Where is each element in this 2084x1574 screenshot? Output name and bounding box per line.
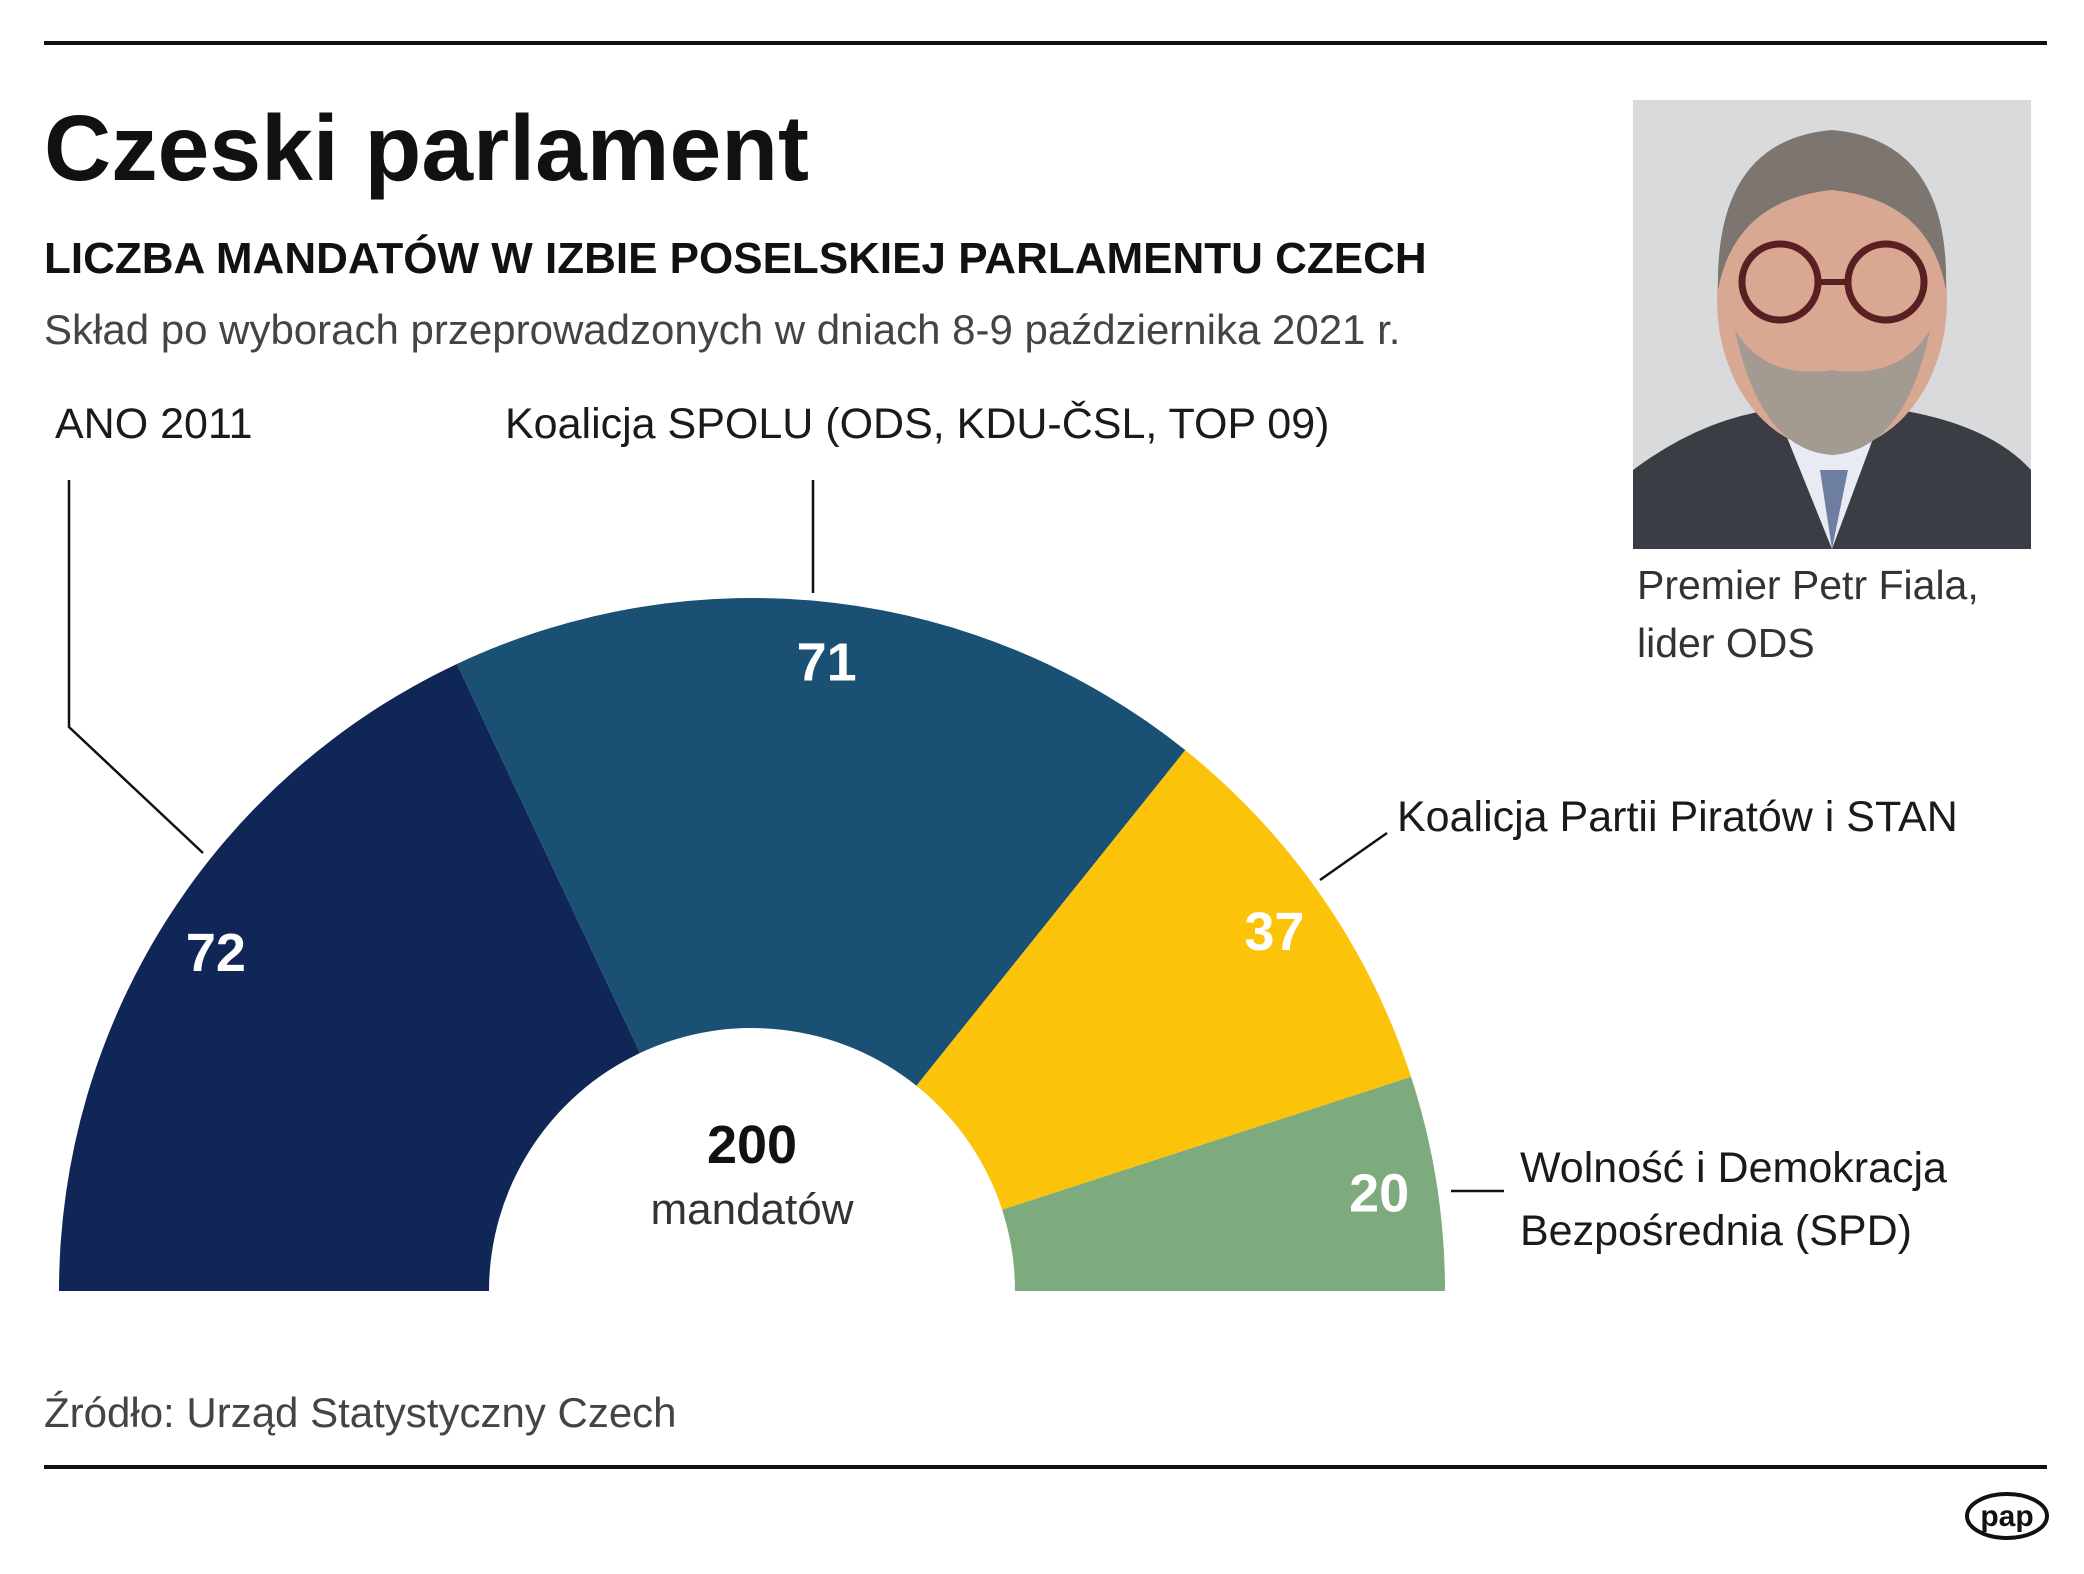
segment bbox=[916, 750, 1412, 1210]
center-value: 200 bbox=[707, 1115, 797, 1175]
leader-line bbox=[1319, 831, 1388, 882]
photo-hair bbox=[1717, 130, 1947, 290]
leaders bbox=[67, 480, 1504, 1193]
category-label: ANO 2011 bbox=[55, 400, 253, 448]
photo bbox=[1633, 100, 2031, 549]
chart-subtitle: LICZBA MANDATÓW W IZBIE POSELSKIEJ PARLA… bbox=[44, 233, 1427, 283]
photo-tie bbox=[1820, 470, 1848, 549]
category-label: Koalicja Partii Piratów i STAN bbox=[1397, 793, 1958, 841]
segment bbox=[59, 663, 641, 1291]
logo: pap bbox=[1980, 1500, 2033, 1533]
value-label: 37 bbox=[1244, 902, 1304, 962]
value-label: 20 bbox=[1349, 1164, 1409, 1224]
value-label: 71 bbox=[797, 632, 857, 692]
source: Źródło: Urząd Statystyczny Czech bbox=[44, 1389, 677, 1436]
value-label: 72 bbox=[186, 923, 246, 983]
leader-line bbox=[67, 480, 204, 854]
segment bbox=[456, 598, 1186, 1086]
segment bbox=[1002, 1076, 1445, 1291]
category-label: Koalicja SPOLU (ODS, KDU-ČSL, TOP 09) bbox=[505, 400, 1330, 448]
photo-caption: Premier Petr Fiala, lider ODS bbox=[1637, 562, 1979, 666]
chart-description: Skład po wyborach przeprowadzonych w dni… bbox=[44, 306, 1400, 353]
arcs: 72 71 37 20 bbox=[59, 598, 1445, 1291]
photo-beard bbox=[1735, 330, 1930, 455]
category-label: Wolność i Demokracja Bezpośrednia (SPD) bbox=[1520, 1144, 1947, 1255]
center-label: mandatów bbox=[650, 1185, 853, 1234]
logo-badge bbox=[1965, 1492, 2049, 1540]
chart-title: Czeski parlament bbox=[44, 96, 809, 200]
